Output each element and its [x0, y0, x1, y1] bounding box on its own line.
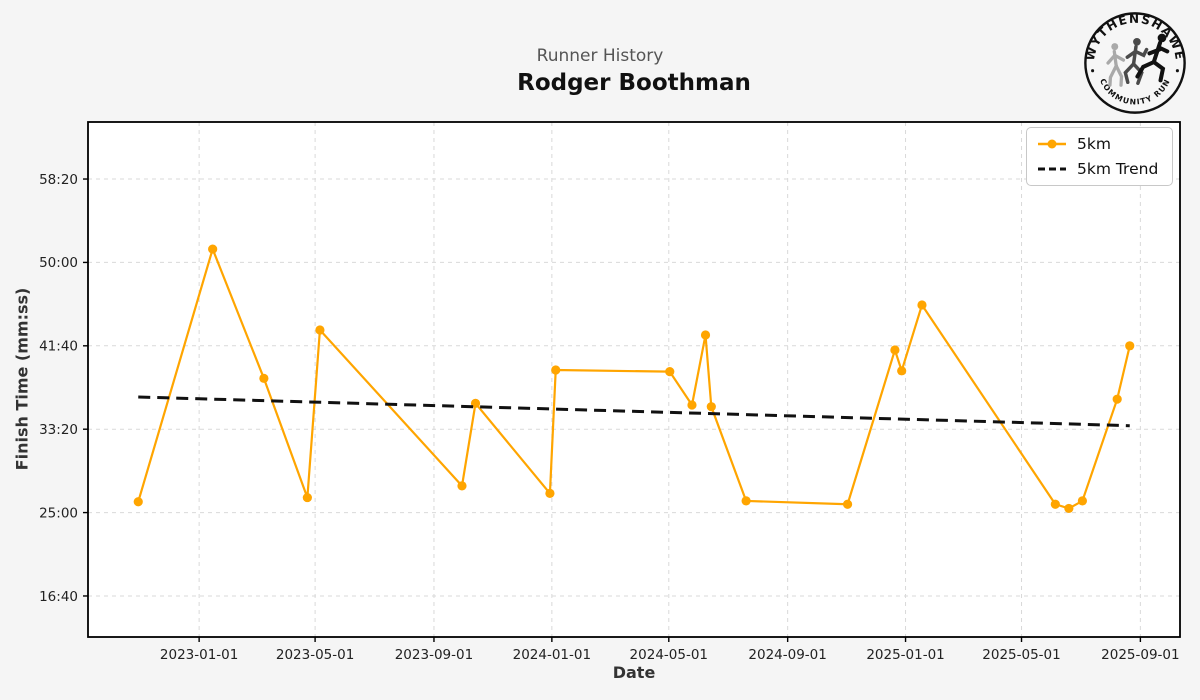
data-point — [1064, 503, 1074, 514]
logo-left-dot-icon — [1091, 69, 1095, 73]
page-title: Rodger Boothman — [517, 70, 751, 96]
x-tick-label: 2025-01-01 — [866, 647, 944, 663]
x-tick-label: 2023-05-01 — [276, 647, 354, 663]
x-tick-label: 2024-05-01 — [630, 647, 708, 663]
plot-area — [88, 122, 1180, 637]
data-point — [302, 492, 312, 503]
data-point — [133, 497, 143, 507]
sprinter-icon — [1135, 33, 1170, 83]
x-axis-label: Date — [612, 663, 656, 682]
data-point — [259, 373, 269, 383]
trend-line — [138, 395, 1130, 428]
data-point — [1050, 499, 1060, 509]
y-tick-label: 50:00 — [39, 255, 78, 271]
plot-border — [87, 121, 1181, 638]
y-axis-label: Finish Time (mm:ss) — [12, 287, 32, 471]
legend-item-5km-trend: 5km Trend — [1037, 160, 1158, 178]
gridlines — [88, 122, 1180, 637]
data-point — [315, 325, 325, 335]
legend: 5km 5km Trend — [1026, 127, 1174, 186]
legend-5km-line-sample-icon — [1038, 139, 1066, 149]
data-point — [470, 398, 481, 408]
x-tick-label: 2023-01-01 — [160, 647, 238, 663]
data-point — [741, 496, 751, 506]
x-tick-label: 2024-01-01 — [513, 647, 591, 663]
data-point — [700, 330, 711, 340]
y-tick-label: 25:00 — [39, 505, 78, 521]
x-tick-label: 2025-09-01 — [1101, 647, 1179, 663]
data-point — [1077, 496, 1087, 506]
x-tick-label: 2025-05-01 — [982, 647, 1060, 663]
data-point — [457, 481, 467, 491]
legend-item-5km: 5km — [1037, 135, 1158, 153]
y-tick-label: 16:40 — [39, 589, 78, 605]
data-point — [208, 244, 218, 254]
legend-5km-label: 5km — [1077, 135, 1111, 153]
wythenshawe-community-run-logo: WYTHENSHAWE COMMUNITY RUN — [1083, 12, 1186, 114]
legend-trend-label: 5km Trend — [1077, 160, 1159, 178]
logo-right-dot-icon — [1175, 69, 1179, 73]
y-tick-label: 58:20 — [39, 172, 78, 188]
x-tick-label: 2023-09-01 — [395, 647, 473, 663]
series-5km-markers — [133, 244, 1135, 514]
runner-icon — [1123, 37, 1149, 85]
data-point — [842, 499, 853, 509]
data-point — [897, 366, 907, 376]
chart-subtitle: Runner History — [536, 46, 664, 66]
data-point — [917, 300, 927, 310]
data-point — [1112, 394, 1122, 404]
data-point — [551, 365, 561, 375]
data-point — [890, 345, 900, 355]
data-point — [545, 488, 555, 499]
walker-icon — [1106, 43, 1126, 87]
data-point — [665, 367, 675, 377]
x-tick-label: 2024-09-01 — [748, 647, 826, 663]
y-tick-label: 41:40 — [39, 339, 78, 355]
data-point — [706, 402, 716, 412]
legend-trend-dash-sample-icon — [1038, 167, 1066, 171]
y-tick-label: 33:20 — [39, 422, 78, 438]
tick-labels: 2023-01-01 2023-05-01 2023-09-01 2024-01-01… — [39, 172, 1180, 663]
data-point — [1125, 341, 1135, 351]
data-point — [687, 400, 697, 410]
